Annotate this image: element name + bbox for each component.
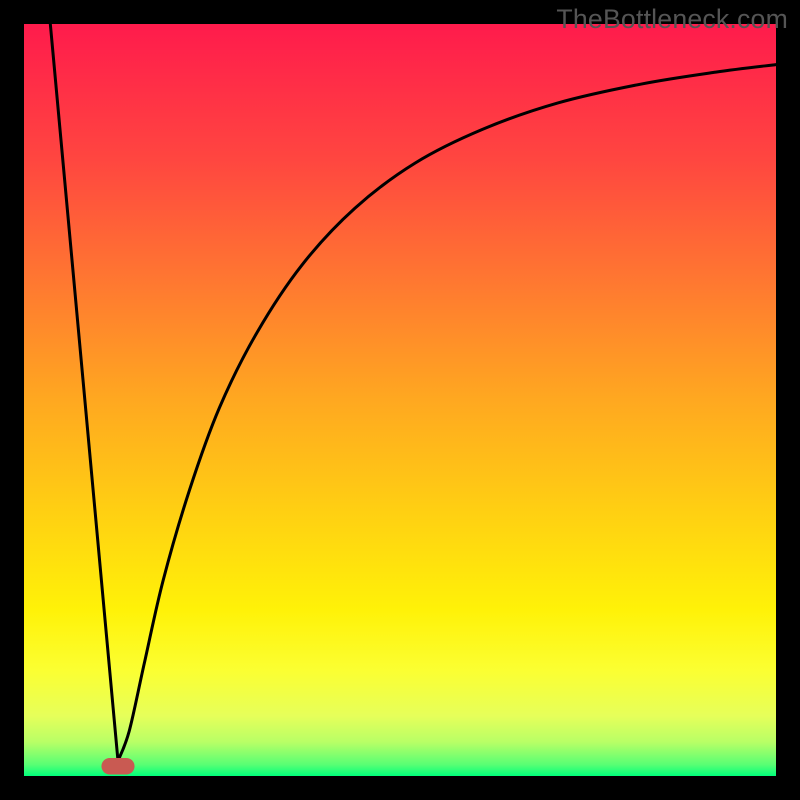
source-watermark: TheBottleneck.com bbox=[556, 4, 788, 35]
chart-frame: TheBottleneck.com bbox=[0, 0, 800, 800]
plot-background bbox=[24, 24, 776, 776]
bottleneck-chart bbox=[0, 0, 800, 800]
optimal-point-marker bbox=[101, 758, 134, 775]
